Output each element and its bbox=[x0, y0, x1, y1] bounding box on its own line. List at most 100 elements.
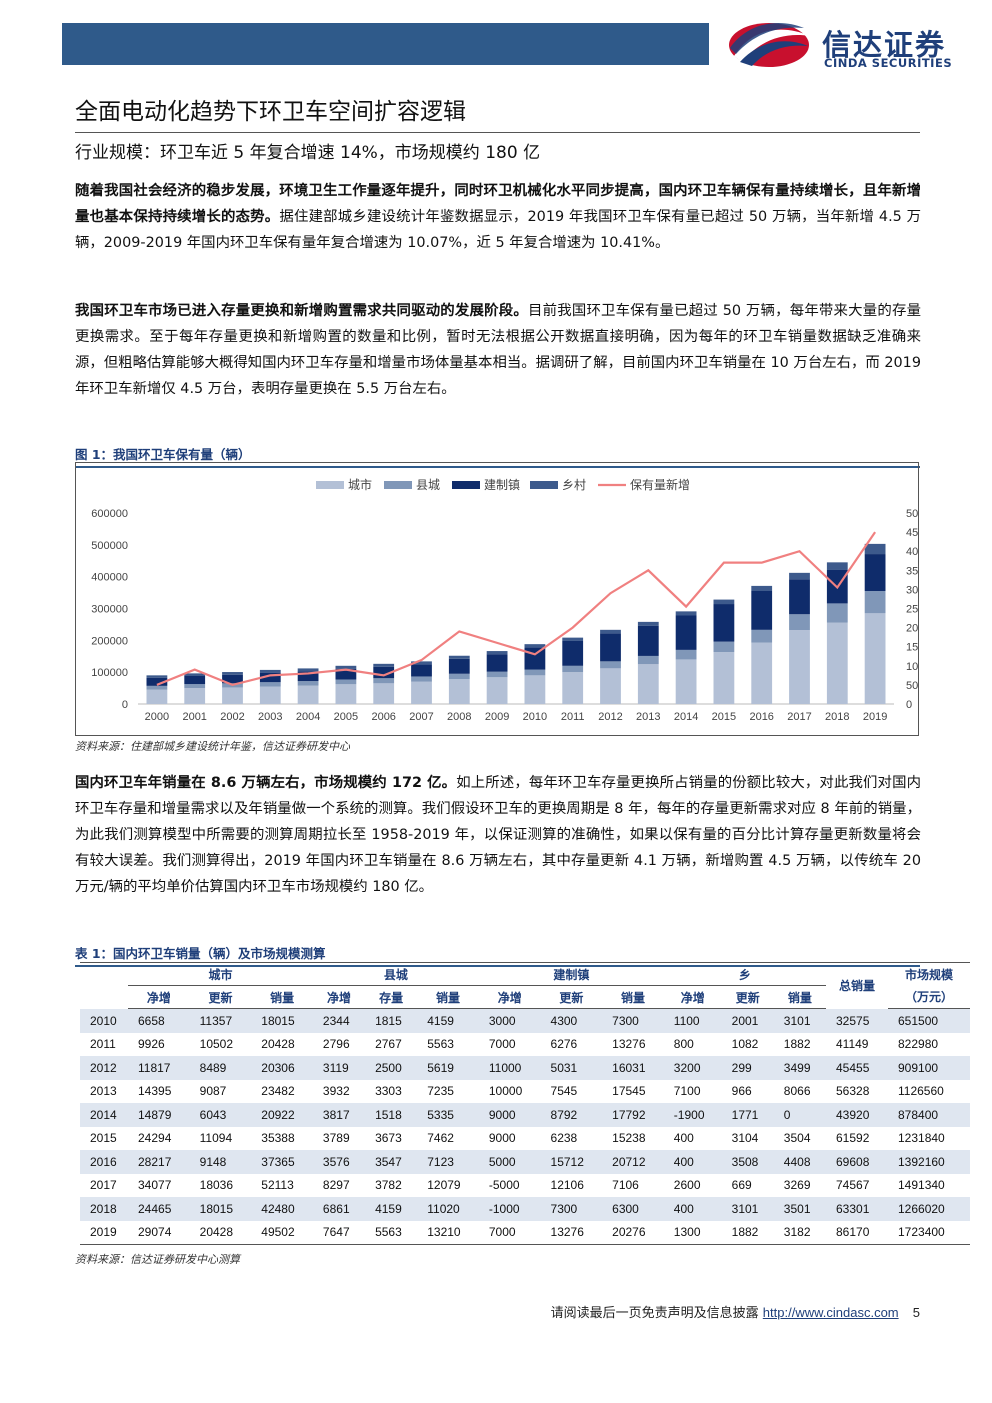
table-cell: 10502 bbox=[199, 1037, 234, 1052]
table-subheader: 更新 bbox=[189, 985, 252, 1009]
table-cell: 3501 bbox=[773, 1197, 826, 1221]
table-cell: 800 bbox=[673, 1037, 694, 1052]
bar-segment bbox=[146, 675, 168, 678]
table-cell: 1392160 bbox=[888, 1150, 970, 1174]
bar-segment bbox=[448, 679, 470, 704]
table-cell: 41149 bbox=[836, 1037, 869, 1052]
footer-link[interactable]: http://www.cindasc.com bbox=[762, 1305, 899, 1320]
bar-segment bbox=[524, 675, 546, 704]
table-cell: 7100 bbox=[673, 1084, 701, 1099]
table-cell: 651500 bbox=[888, 1008, 970, 1033]
chart-svg: 0 100000 200000 300000 400000 500000 600000 0 50… bbox=[91, 477, 936, 723]
table-cell: 3504 bbox=[783, 1131, 811, 1146]
x-tick-label: 2014 bbox=[674, 711, 698, 723]
bar-segment bbox=[562, 640, 584, 666]
table-cell: 11020 bbox=[417, 1197, 479, 1221]
paragraph-2-lead: 我国环卫车市场已进入存量更换和新增购置需求共同驱动的发展阶段。 bbox=[75, 303, 528, 319]
table-cell: 3499 bbox=[773, 1056, 826, 1080]
table-cell: -1900 bbox=[663, 1103, 722, 1127]
y-left-tick-label: 0 bbox=[122, 699, 128, 711]
table-cell: 6043 bbox=[189, 1103, 252, 1127]
bar-segment bbox=[184, 673, 206, 676]
table-cell: 20428 bbox=[189, 1220, 252, 1245]
table-cell: 8066 bbox=[783, 1084, 811, 1099]
bar-segment bbox=[373, 683, 395, 704]
y-left-tick-label: 200000 bbox=[91, 635, 128, 647]
table-cell: 2344 bbox=[312, 1008, 366, 1033]
bar-segment bbox=[448, 673, 470, 680]
y-left-tick-label: 600000 bbox=[91, 508, 128, 520]
table-cell: 2017 bbox=[90, 1178, 117, 1193]
y-left-tick-label: 300000 bbox=[91, 604, 128, 616]
table-cell: 69608 bbox=[826, 1150, 888, 1174]
cinda-logo-mark-icon bbox=[729, 22, 810, 67]
subtitle: 行业规模：环卫车近 5 年复合增速 14%，市场规模约 180 亿 bbox=[75, 143, 541, 163]
bar-segment bbox=[373, 678, 395, 684]
table-cell: 2600 bbox=[673, 1178, 701, 1193]
bar-segment bbox=[789, 630, 810, 704]
table-subheader: 净增 bbox=[128, 985, 190, 1009]
table-cell: 18036 bbox=[199, 1178, 234, 1193]
table-cell: 3182 bbox=[773, 1220, 826, 1245]
table-cell: 400 bbox=[663, 1197, 722, 1221]
table-subheader: 销量 bbox=[773, 985, 826, 1009]
table-cell: 45455 bbox=[826, 1056, 888, 1080]
table-subheader: 销量 bbox=[602, 985, 664, 1009]
bar-segment bbox=[751, 629, 773, 643]
bar-segment bbox=[335, 665, 357, 669]
table-cell: 0 bbox=[773, 1103, 826, 1127]
table-cell: 2767 bbox=[375, 1037, 402, 1052]
bar-segment bbox=[524, 669, 546, 676]
logo-chinese-name: 信达证券 bbox=[822, 28, 947, 62]
table-cell: -1000 bbox=[478, 1197, 541, 1221]
bar-segment bbox=[600, 629, 621, 634]
table-cell: 18015 bbox=[251, 1008, 313, 1033]
bar-segment bbox=[259, 672, 281, 683]
table-cell: 5000 bbox=[478, 1150, 541, 1174]
bar-segment bbox=[713, 604, 735, 642]
line-series-new-stock bbox=[156, 531, 877, 687]
table-cell: 1491340 bbox=[898, 1178, 945, 1193]
x-tick-label: 2003 bbox=[258, 711, 282, 723]
bar-segment bbox=[789, 572, 810, 580]
table-header-market: 市场规模 bbox=[888, 962, 970, 986]
figure-1-title: 图 1：我国环卫车保有量（辆） bbox=[75, 444, 920, 468]
paragraph-1-body: 据住建部城乡建设统计年鉴数据显示，2019 年我国环卫车保有量已超过 50 万辆… bbox=[75, 209, 921, 251]
table-cell: 6658 bbox=[128, 1008, 190, 1033]
table-header-market-unit: （万元） bbox=[888, 985, 970, 1009]
table-cell: 11357 bbox=[189, 1008, 252, 1033]
y-left-tick-label: 100000 bbox=[91, 667, 128, 679]
table-cell: 1882 bbox=[721, 1220, 774, 1245]
table-row: 2015 24294 11094 35388 3789 3673 7462 9000 6238 1… bbox=[80, 1127, 970, 1151]
section-title: 全面电动化趋势下环卫车空间扩容逻辑 bbox=[75, 92, 920, 133]
table-cell: 9000 bbox=[478, 1103, 541, 1127]
x-tick-label: 2010 bbox=[523, 711, 547, 723]
table-cell: 8792 bbox=[540, 1103, 603, 1127]
legend-swatch bbox=[452, 481, 480, 489]
table-cell: 17792 bbox=[602, 1103, 664, 1127]
table-cell: 24294 bbox=[138, 1131, 172, 1146]
bar-segment bbox=[864, 590, 886, 614]
sales-table: 城市 县城 建制镇 乡 总销量 市场规模 净增 更新 销量 净增 存量 销量 净增 更新 销量净… bbox=[80, 962, 970, 1245]
y-left-tick-label: 400000 bbox=[91, 572, 128, 584]
bar-segment bbox=[864, 613, 886, 704]
bar-segment bbox=[600, 668, 621, 704]
bar-segment bbox=[486, 671, 508, 678]
bar-segment bbox=[675, 611, 697, 616]
bar-segment bbox=[562, 665, 584, 673]
paragraph-3: 国内环卫车年销量在 8.6 万辆左右，市场规模约 172 亿。如上所述，每年环卫… bbox=[75, 770, 921, 900]
figure-1-source: 资料来源：住建部城乡建设统计年鉴，信达证券研发中心 bbox=[75, 740, 350, 753]
table-cell: 9926 bbox=[138, 1037, 165, 1052]
paragraph-2-body: 目前我国环卫车保有量已超过 50 万辆，每年带来大量的存量更换需求。至于每年存量… bbox=[75, 303, 921, 397]
table-cell: 3101 bbox=[721, 1197, 774, 1221]
x-tick-label: 2012 bbox=[598, 711, 622, 723]
bar-segment bbox=[411, 661, 432, 665]
table-subheader: 净增 bbox=[663, 985, 722, 1009]
x-tick-label: 2008 bbox=[447, 711, 471, 723]
y-right-tick-label: 45000 bbox=[906, 527, 918, 539]
table-cell: 2796 bbox=[322, 1037, 350, 1052]
table-cell: 43920 bbox=[826, 1103, 888, 1127]
table-cell: 3104 bbox=[731, 1131, 759, 1146]
bar-segment bbox=[222, 687, 243, 704]
bar-segment bbox=[259, 682, 281, 687]
